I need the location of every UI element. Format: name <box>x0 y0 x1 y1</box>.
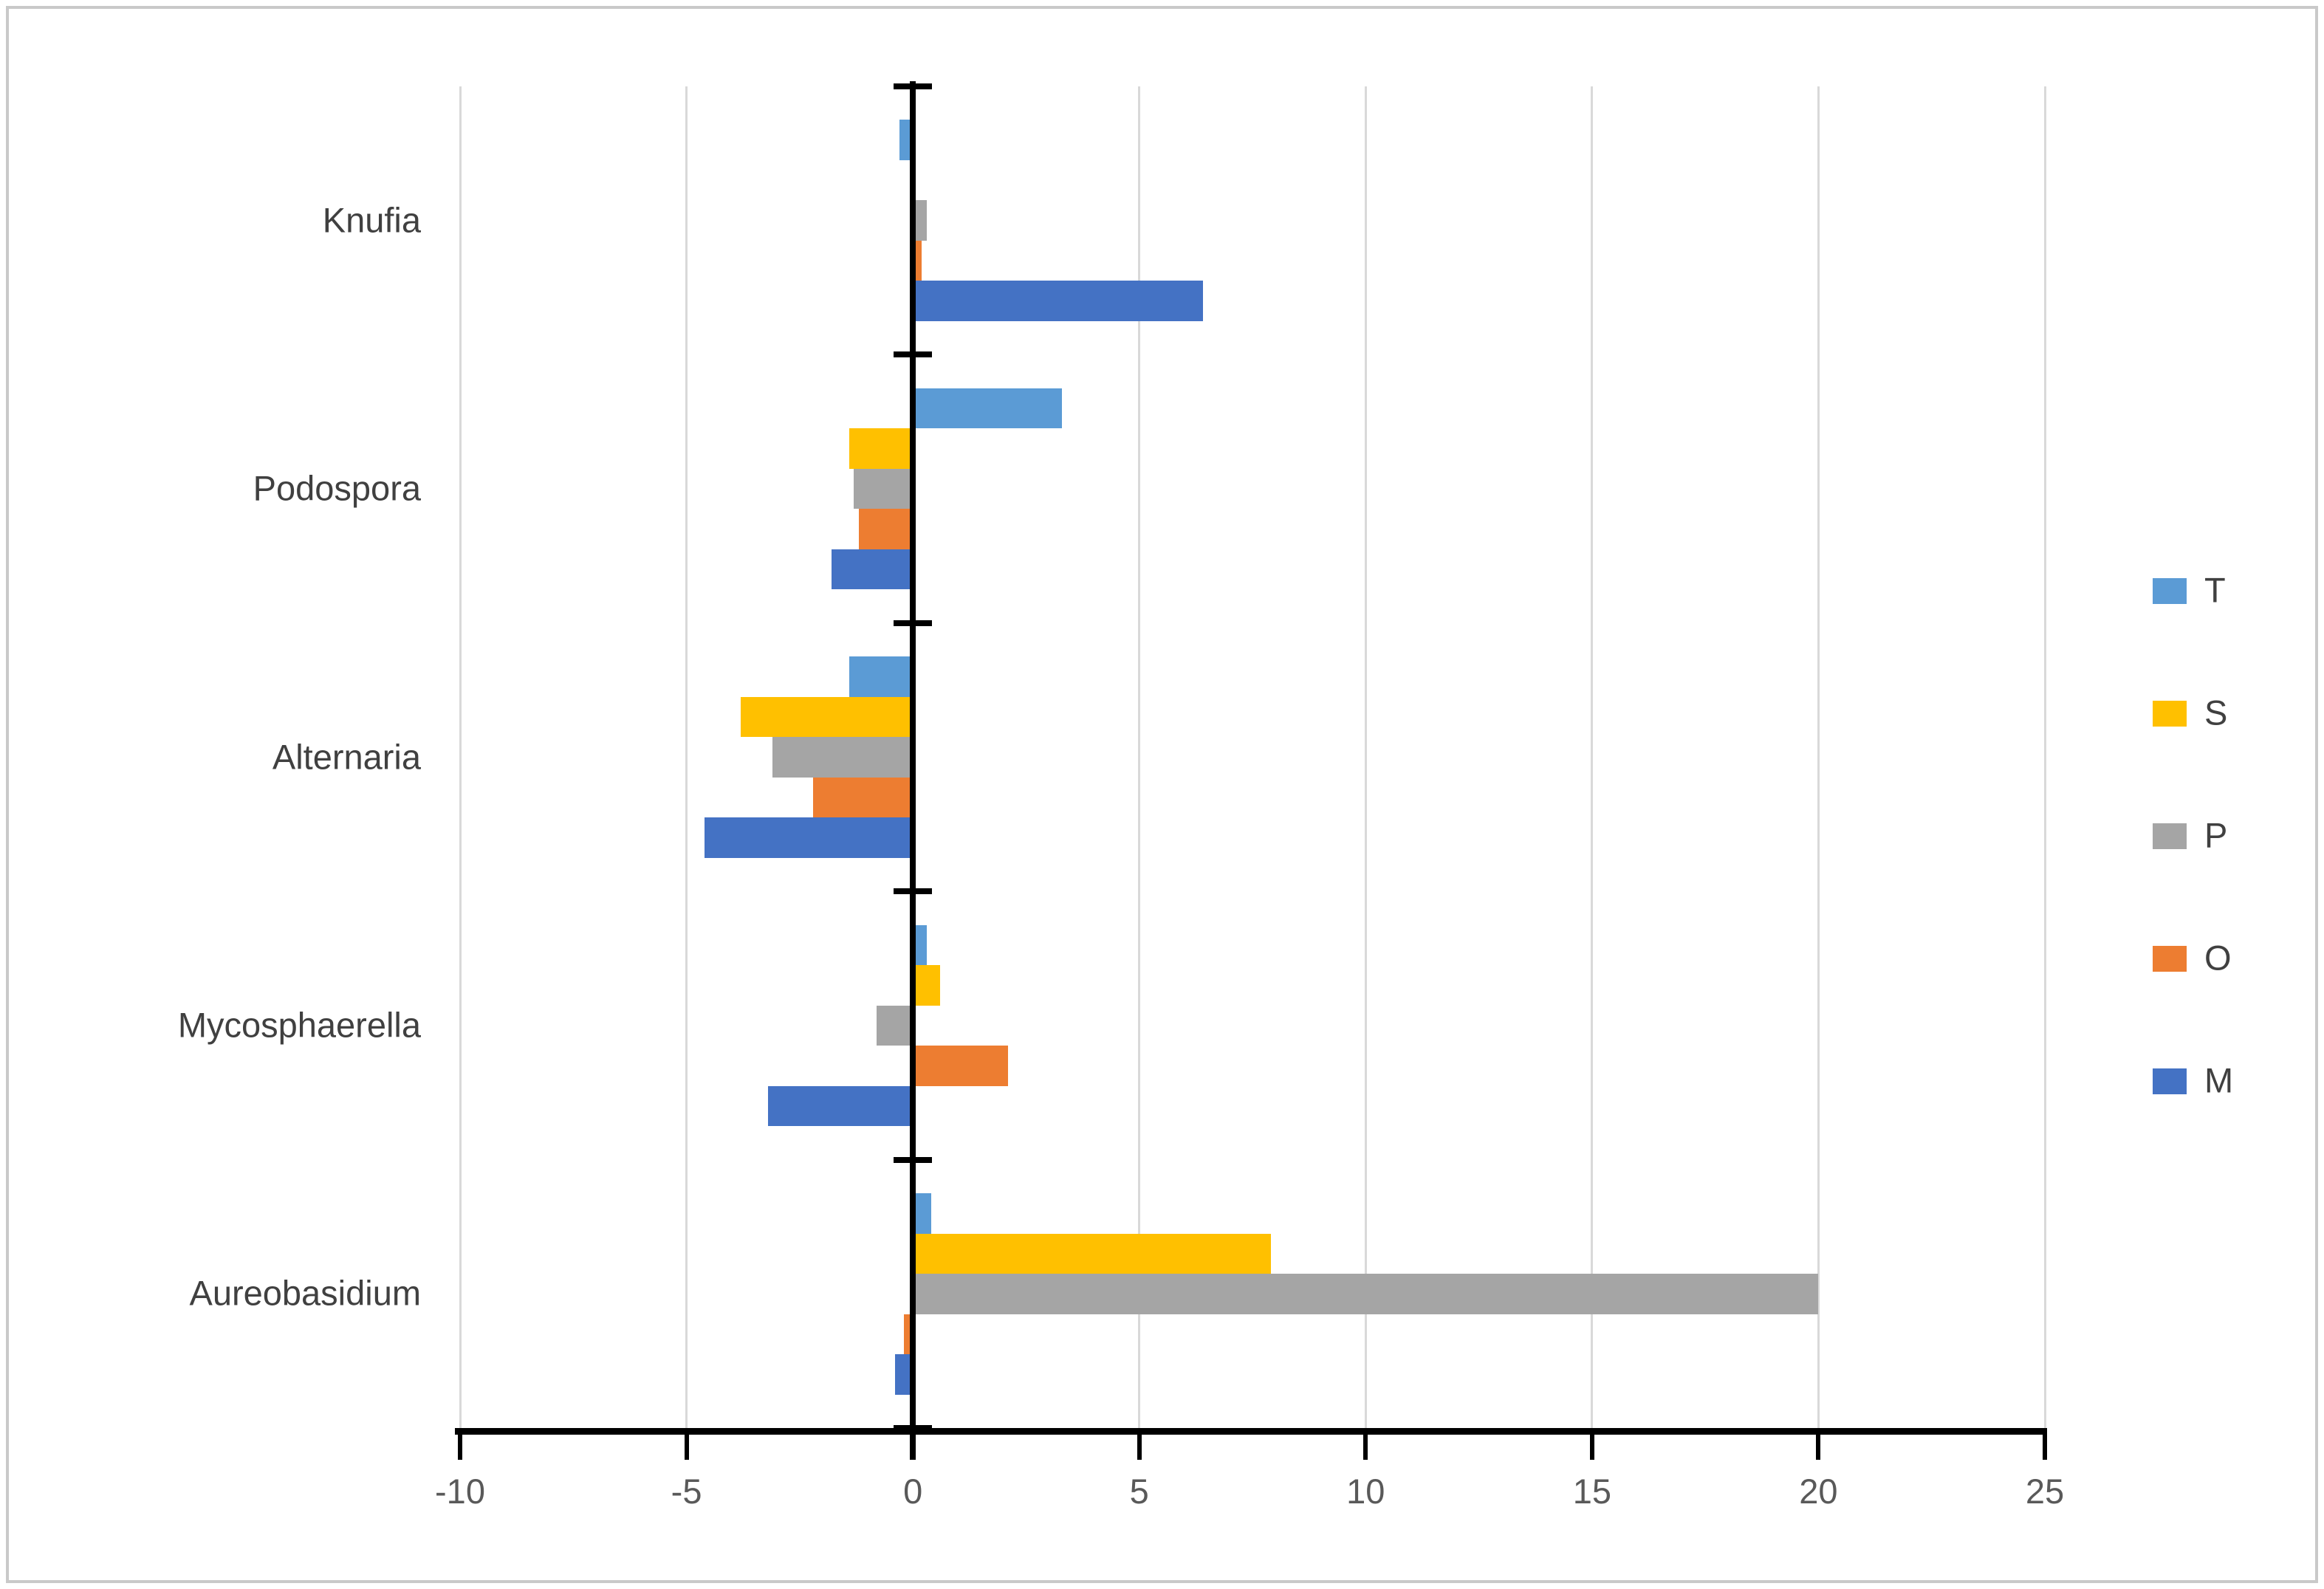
category-label-aureobasidium: Aureobasidium <box>189 1273 421 1313</box>
x-axis-tick-label: 10 <box>1346 1472 1385 1511</box>
bar-t-mycosphaerella <box>913 924 927 966</box>
bar-s-podospora <box>849 428 914 469</box>
chart-frame <box>6 6 2318 1583</box>
category-axis-tick <box>894 888 933 895</box>
gridline-x--10 <box>459 86 462 1428</box>
gridline-x-5 <box>1138 86 1141 1428</box>
bar-t-alternaria <box>849 656 914 697</box>
category-label-podospora: Podospora <box>253 468 421 508</box>
bar-o-podospora <box>858 509 914 549</box>
x-axis-tick <box>1816 1428 1821 1460</box>
x-axis-tick-label: 20 <box>1799 1472 1838 1511</box>
bar-p-knufia <box>913 200 927 241</box>
legend-label-p: P <box>2204 815 2228 855</box>
category-label-mycosphaerella: Mycosphaerella <box>177 1005 421 1045</box>
category-label-knufia: Knufia <box>322 200 421 240</box>
bar-m-podospora <box>831 549 914 590</box>
x-axis-tick <box>1137 1428 1142 1460</box>
bar-s-alternaria <box>741 696 914 738</box>
x-axis-tick <box>458 1428 462 1460</box>
gridline-x-25 <box>2043 86 2046 1428</box>
gridline-x-20 <box>1817 86 1820 1428</box>
legend-label-t: T <box>2204 570 2226 610</box>
bar-m-alternaria <box>705 817 914 858</box>
legend-label-m: M <box>2204 1060 2234 1100</box>
x-axis-tick <box>1363 1428 1368 1460</box>
bar-t-knufia <box>899 120 914 160</box>
category-label-alternaria: Alternaria <box>272 736 421 776</box>
category-axis-tick <box>894 1156 933 1163</box>
legend-swatch-m <box>2153 1068 2187 1094</box>
bar-t-aureobasidium <box>913 1193 931 1234</box>
gridline-x-10 <box>1364 86 1367 1428</box>
legend-swatch-s <box>2153 701 2187 727</box>
bar-s-mycosphaerella <box>913 965 940 1006</box>
legend-swatch-p <box>2153 823 2187 849</box>
x-axis-tick-label: 25 <box>2025 1472 2065 1511</box>
x-axis-tick-label: 15 <box>1572 1472 1611 1511</box>
x-axis-tick <box>911 1428 916 1460</box>
category-axis-tick <box>894 351 933 358</box>
bar-m-mycosphaerella <box>767 1085 914 1127</box>
x-axis-tick <box>2043 1428 2047 1460</box>
bar-s-aureobasidium <box>913 1233 1271 1274</box>
gridline-x--5 <box>685 86 688 1428</box>
bar-t-podospora <box>913 388 1063 429</box>
x-axis-tick-label: 5 <box>1129 1472 1149 1511</box>
legend-swatch-t <box>2153 578 2187 604</box>
bar-m-aureobasidium <box>894 1354 914 1395</box>
gridline-x-15 <box>1591 86 1594 1428</box>
legend-label-s: S <box>2204 693 2228 732</box>
x-axis-line <box>455 1428 2047 1435</box>
bar-p-podospora <box>854 468 914 509</box>
x-axis-tick <box>1589 1428 1594 1460</box>
legend-label-o: O <box>2204 938 2232 978</box>
category-axis-tick <box>894 620 933 626</box>
bar-m-knufia <box>913 281 1203 321</box>
x-axis-tick-label: -5 <box>671 1472 702 1511</box>
x-axis-tick <box>684 1428 689 1460</box>
bar-o-alternaria <box>813 777 914 818</box>
bar-p-mycosphaerella <box>877 1005 914 1046</box>
category-axis-tick <box>894 83 933 89</box>
x-axis-tick-label: -10 <box>435 1472 485 1511</box>
bar-p-alternaria <box>772 737 914 778</box>
legend-swatch-o <box>2153 946 2187 972</box>
bar-p-aureobasidium <box>913 1274 1819 1314</box>
bar-o-mycosphaerella <box>913 1046 1008 1086</box>
y-axis-line <box>910 81 916 1460</box>
x-axis-tick-label: 0 <box>903 1472 923 1511</box>
